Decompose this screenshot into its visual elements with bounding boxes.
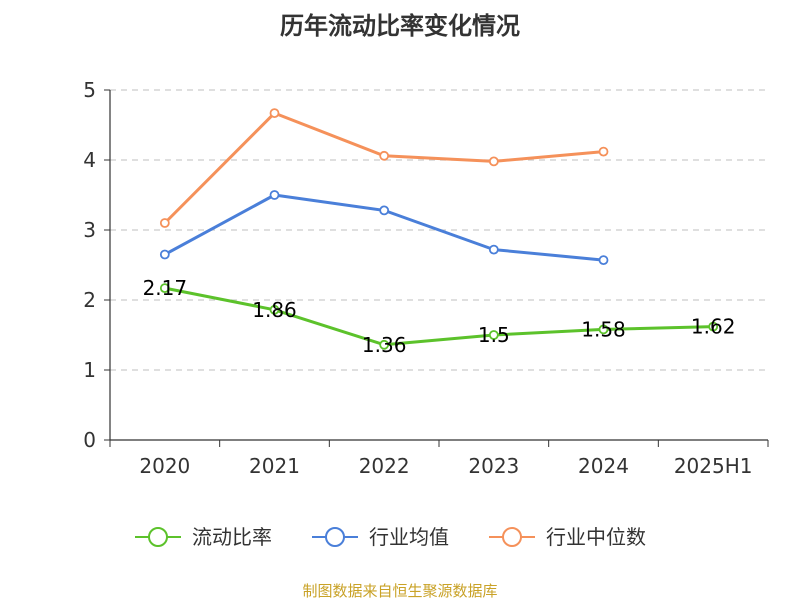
data-label: 2.17	[143, 276, 188, 300]
x-tick-label: 2024	[578, 454, 629, 478]
x-tick-label: 2025H1	[674, 454, 753, 478]
data-label: 1.86	[252, 298, 297, 322]
y-tick-label: 0	[83, 428, 96, 452]
data-point[interactable]	[488, 244, 499, 255]
legend-label: 行业均值	[369, 525, 449, 549]
data-label: 1.58	[581, 317, 626, 341]
source-note: 制图数据来自恒生聚源数据库	[302, 582, 497, 600]
data-point[interactable]	[159, 249, 170, 260]
legend-label: 行业中位数	[546, 525, 646, 549]
data-point[interactable]	[379, 150, 390, 161]
legend-label: 流动比率	[192, 525, 272, 549]
legend-marker-icon	[148, 527, 168, 547]
x-tick-label: 2020	[139, 454, 190, 478]
axes: 0 1 2 3 4 5 2020 2021 2022 2023 2024 2025H1	[83, 78, 769, 478]
data-label: 1.62	[691, 315, 736, 339]
data-point[interactable]	[379, 205, 390, 216]
y-tick-label: 3	[83, 218, 96, 242]
series-lines	[159, 108, 719, 350]
series-line	[163, 286, 715, 347]
data-point[interactable]	[379, 339, 390, 350]
y-tick-label: 1	[83, 358, 96, 382]
data-point[interactable]	[488, 156, 499, 167]
series-line	[163, 193, 605, 262]
data-point[interactable]	[269, 304, 280, 315]
data-label: 1.5	[478, 323, 510, 347]
data-point[interactable]	[269, 190, 280, 200]
data-point[interactable]	[598, 255, 609, 266]
y-tick-label: 5	[83, 78, 96, 102]
y-tick-label: 2	[83, 288, 96, 312]
x-tick-label: 2023	[468, 454, 519, 478]
data-point[interactable]	[598, 146, 609, 157]
legend-item[interactable]: 流动比率	[135, 525, 272, 549]
data-label: 1.36	[362, 333, 407, 357]
data-labels: 2.17 1.86 1.36 1.5 1.58 1.62	[143, 276, 736, 357]
y-tick-label: 4	[83, 148, 96, 172]
x-tick-label: 2021	[249, 454, 300, 478]
legend-marker-icon	[325, 527, 345, 547]
data-point[interactable]	[269, 108, 280, 118]
data-point[interactable]	[488, 330, 499, 340]
legend[interactable]: 流动比率 行业均值 行业中位数	[135, 525, 646, 549]
legend-item[interactable]: 行业均值	[312, 525, 449, 549]
chart-title: 历年流动比率变化情况	[280, 12, 520, 40]
x-tick-label: 2022	[359, 454, 410, 478]
data-point[interactable]	[598, 324, 609, 335]
data-point[interactable]	[159, 283, 170, 294]
legend-item[interactable]: 行业中位数	[489, 525, 646, 549]
data-point[interactable]	[708, 321, 719, 332]
legend-marker-icon	[502, 527, 522, 547]
data-point[interactable]	[159, 218, 170, 228]
